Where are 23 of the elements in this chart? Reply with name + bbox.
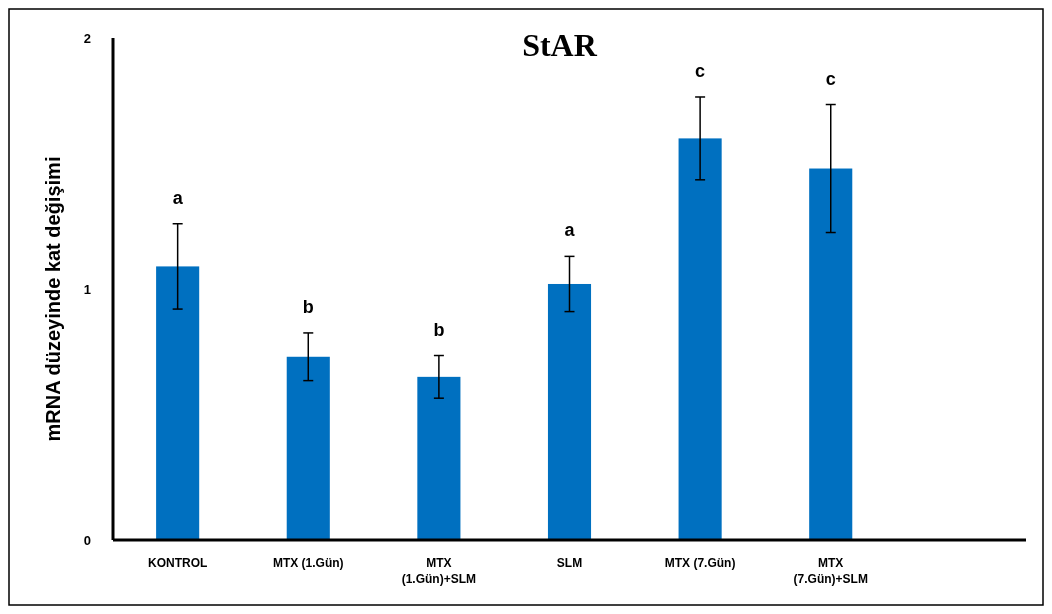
bar [286, 356, 330, 540]
annotation: c [825, 68, 836, 89]
chart-title: StAR [522, 27, 598, 63]
annotation: c [695, 60, 706, 81]
y-tick-label: 2 [83, 30, 91, 46]
y-axis-title: mRNA düzeyinde kat değişimi [42, 156, 64, 442]
bar [417, 376, 461, 540]
annotation: a [172, 187, 184, 208]
x-tick-label: KONTROL [147, 556, 208, 570]
annotation: b [302, 296, 314, 317]
bar [156, 266, 200, 540]
bar [678, 138, 722, 540]
annotation: b [433, 319, 445, 340]
x-tick-label: MTX (1.Gün) [272, 556, 344, 570]
y-tick-label: 1 [83, 281, 91, 297]
annotation: a [564, 220, 576, 241]
x-tick-label: SLM [556, 556, 583, 570]
x-tick-label: MTX (7.Gün) [664, 556, 736, 570]
bar [547, 283, 592, 540]
x-tick-label: MTX (7.Gün)+SLM [793, 556, 868, 586]
bar [809, 168, 853, 540]
y-tick-label: 0 [83, 532, 91, 548]
x-tick-label: MTX (1.Gün)+SLM [401, 556, 477, 586]
